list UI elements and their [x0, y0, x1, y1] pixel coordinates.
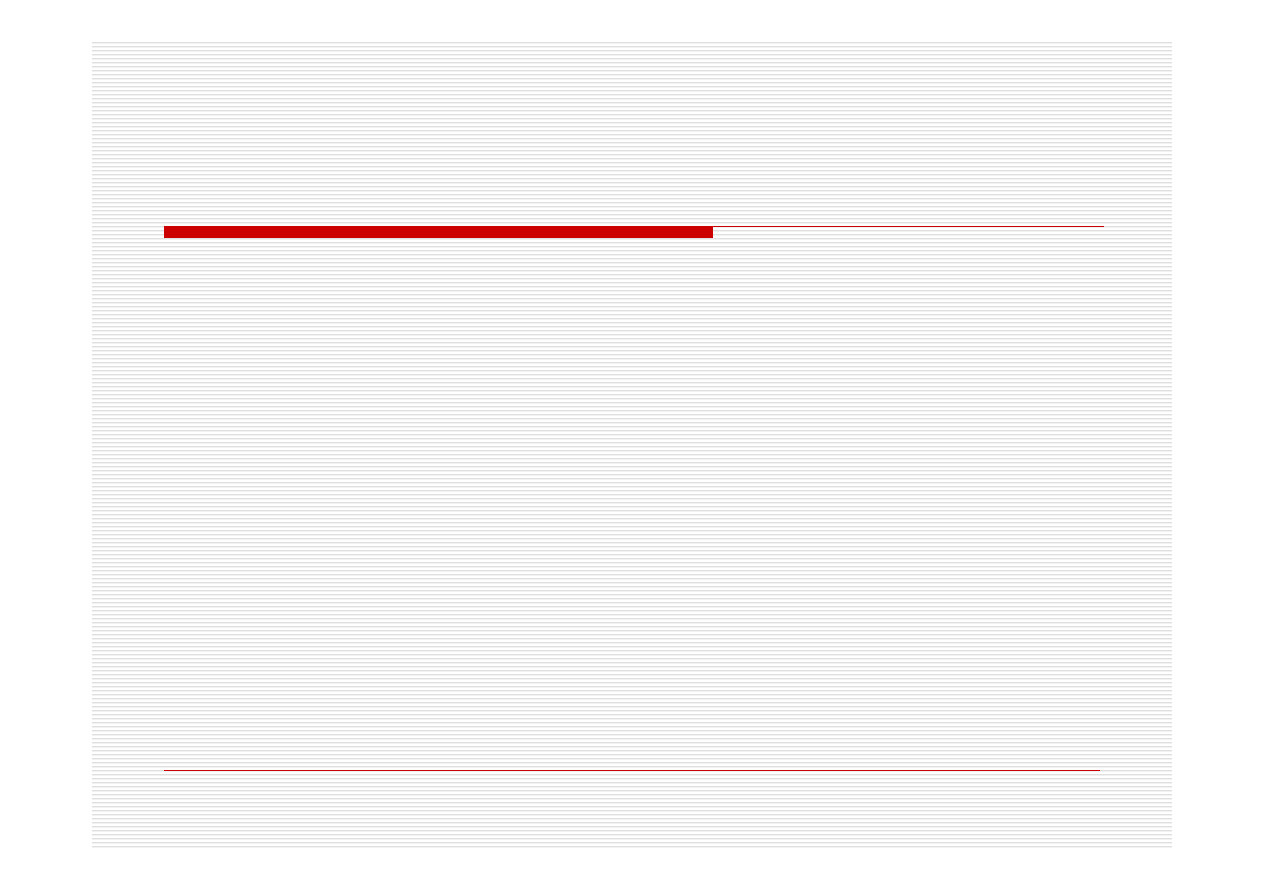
footer-divider	[164, 770, 1100, 771]
slide-background	[92, 42, 1172, 850]
title-accent-bar	[164, 226, 713, 238]
